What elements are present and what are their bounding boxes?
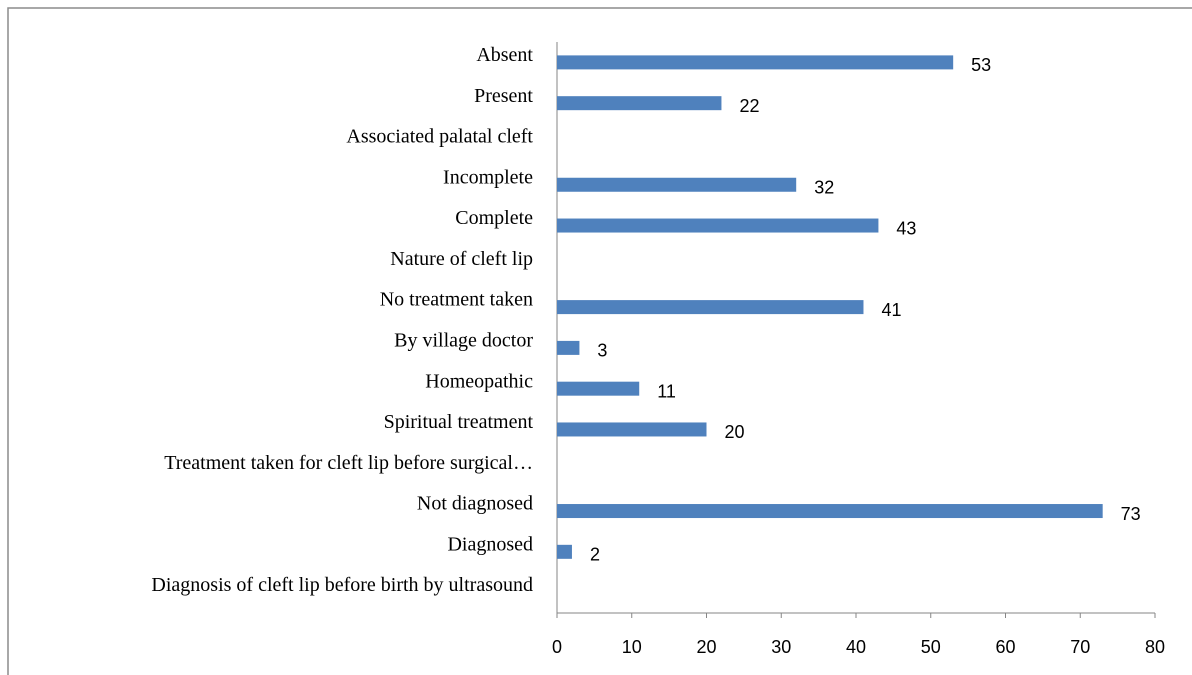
bar [557,55,954,70]
bar [557,340,580,355]
x-tick-label: 70 [1070,637,1090,657]
y-tick-label: Spiritual treatment [384,411,534,433]
bar [557,381,640,396]
data-label: 11 [657,381,676,401]
y-tick-label: Complete [455,207,533,229]
data-label: 73 [1121,504,1141,524]
x-tick-label: 80 [1145,637,1165,657]
y-tick-label: By village doctor [394,329,533,351]
x-tick-label: 50 [921,637,941,657]
bar [557,218,879,233]
bar [557,544,572,559]
y-tick-label: Associated palatal cleft [346,126,533,148]
x-tick-label: 0 [552,637,562,657]
x-tick-label: 40 [846,637,866,657]
data-label: 32 [814,178,834,198]
data-label: 53 [971,55,991,75]
data-label: 41 [881,300,901,320]
y-tick-label: No treatment taken [380,289,533,311]
y-tick-label: Not diagnosed [417,493,533,515]
x-tick-label: 10 [622,637,642,657]
x-tick-label: 60 [995,637,1015,657]
frame [7,7,1192,675]
y-tick-label: Homeopathic [425,370,533,392]
bar [557,300,864,315]
bar [557,96,722,111]
y-tick-label: Present [474,85,533,107]
y-tick-label: Diagnosed [447,533,533,555]
bar [557,177,797,192]
y-tick-label: Diagnosis of cleft lip before birth by u… [151,574,533,596]
bar [557,422,707,437]
x-tick-label: 30 [771,637,791,657]
y-tick-label: Incomplete [443,166,533,188]
data-label: 20 [725,422,745,442]
bar [557,504,1103,519]
data-label: 2 [590,545,600,565]
data-label: 22 [739,96,759,116]
y-tick-label: Nature of cleft lip [390,248,533,270]
y-tick-label: Absent [476,44,533,66]
data-label: 43 [896,218,916,238]
y-tick-label: Treatment taken for cleft lip before sur… [164,452,533,474]
data-label: 3 [597,341,607,361]
x-tick-label: 20 [696,637,716,657]
